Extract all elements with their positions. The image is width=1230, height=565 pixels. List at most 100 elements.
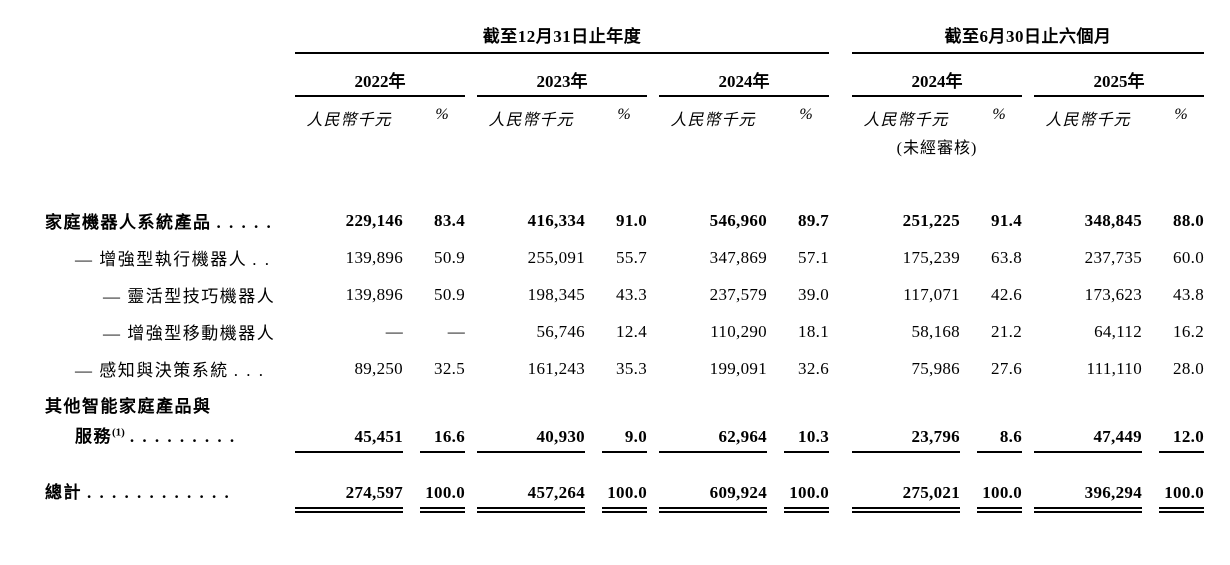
year-header-2024: 2024年 (659, 67, 829, 97)
row-label: — 增強型移動機器人 (103, 324, 276, 343)
percent-cell: 100.0 (420, 483, 465, 513)
percent-cell: 9.0 (602, 427, 647, 453)
percent-cell: 12.0 (1159, 427, 1204, 453)
amount-cell: 396,294 (1034, 483, 1142, 513)
percent-cell: 57.1 (798, 247, 829, 267)
amount-cell: 255,091 (527, 247, 585, 267)
amount-cell: 237,579 (709, 284, 767, 304)
amount-cell: 139,896 (345, 284, 403, 304)
percent-cell: 28.0 (1173, 358, 1204, 378)
table-row: — 增強型移動機器人 — — 56,746 12.4 110,290 18.1 58,168 2… (45, 313, 1204, 350)
amount-cell: 198,345 (527, 284, 585, 304)
amount-cell: 139,896 (345, 247, 403, 267)
dot-leader: . . (252, 250, 271, 269)
amount-cell: 62,964 (659, 427, 767, 453)
percent-cell: 91.4 (991, 210, 1022, 230)
row-label: 家庭機器人系統產品. . . . . (45, 213, 273, 232)
row-label: — 靈活型技巧機器人 (103, 287, 276, 306)
percent-cell: 100.0 (602, 483, 647, 513)
amount-cell: 546,960 (709, 210, 767, 230)
period-header-row: 截至12月31日止年度 截至6月30日止六個月 (45, 22, 1204, 54)
dot-leader: . . . . . (216, 213, 273, 232)
year-header-row: 2022年 2023年 2024年 2024年 2025年 (45, 67, 1204, 97)
unit-header-pct: % (435, 106, 450, 123)
amount-cell: 173,623 (1084, 284, 1142, 304)
revenue-table: 截至12月31日止年度 截至6月30日止六個月 2022年 2023年 2024… (45, 22, 1204, 513)
amount-cell: 348,845 (1084, 210, 1142, 230)
amount-cell: 274,597 (295, 483, 403, 513)
amount-cell: 64,112 (1094, 321, 1142, 341)
amount-cell: 47,449 (1034, 427, 1142, 453)
table-row: 家庭機器人系統產品. . . . . 229,146 83.4 416,334 91.0… (45, 202, 1204, 239)
row-label: 服務(1). . . . . . . . . (75, 426, 237, 446)
percent-cell: 35.3 (616, 358, 647, 378)
percent-cell: — (447, 321, 465, 341)
table-body: 家庭機器人系統產品. . . . . 229,146 83.4 416,334 91.0… (45, 202, 1204, 513)
dot-leader: . . . . . . . . . (129, 427, 237, 446)
amount-cell: 229,146 (345, 210, 403, 230)
percent-cell: 91.0 (616, 210, 647, 230)
unit-header-pct: % (617, 106, 632, 123)
percent-cell: 8.6 (977, 427, 1022, 453)
percent-cell: 100.0 (784, 483, 829, 513)
unit-header-row: 人民幣千元 % 人民幣千元 % 人民幣千元 % 人民幣千元 % 人民幣千元 % (45, 103, 1204, 130)
unit-header-amount: 人民幣千元 (670, 112, 756, 129)
amount-cell: 175,239 (902, 247, 960, 267)
dot-leader: . . . . . . . . . . . . (87, 483, 231, 502)
year-header-2025: 2025年 (1034, 67, 1204, 97)
amount-cell: 347,869 (709, 247, 767, 267)
row-label: — 感知與決策系統. . . (75, 361, 265, 380)
row-label: — 增強型執行機器人. . (75, 250, 271, 269)
table-row: — 感知與決策系統. . . 89,250 32.5 161,243 35.3 199,0… (45, 350, 1204, 387)
percent-cell: 43.3 (616, 284, 647, 304)
amount-cell: 237,735 (1084, 247, 1142, 267)
amount-cell: 45,451 (295, 427, 403, 453)
amount-cell: 40,930 (477, 427, 585, 453)
percent-cell: 32.5 (434, 358, 465, 378)
percent-cell: 12.4 (616, 321, 647, 341)
percent-cell: 50.9 (434, 284, 465, 304)
year-header-2022: 2022年 (295, 67, 465, 97)
percent-cell: 100.0 (977, 483, 1022, 513)
unaudited-note: (未經審核) (896, 140, 978, 157)
unit-header-amount: 人民幣千元 (1045, 112, 1131, 129)
unit-header-pct: % (1174, 106, 1189, 123)
percent-cell: 16.6 (420, 427, 465, 453)
table-row: — 靈活型技巧機器人 139,896 50.9 198,345 43.3 237,579 3… (45, 276, 1204, 313)
percent-cell: 27.6 (991, 358, 1022, 378)
row-label: 其他智能家庭產品與 (45, 396, 212, 416)
document-page: 截至12月31日止年度 截至6月30日止六個月 2022年 2023年 2024… (0, 22, 1230, 565)
amount-cell: 199,091 (709, 358, 767, 378)
period-header-interim: 截至6月30日止六個月 (852, 22, 1204, 54)
amount-cell: 111,110 (1086, 358, 1142, 378)
percent-cell: 43.8 (1173, 284, 1204, 304)
percent-cell: 88.0 (1173, 210, 1204, 230)
table-row: 服務(1). . . . . . . . . 45,451 16.6 40,930 9.… (45, 421, 1204, 453)
year-header-2024-interim: 2024年 (852, 67, 1022, 97)
amount-cell: 609,924 (659, 483, 767, 513)
percent-cell: 42.6 (991, 284, 1022, 304)
unit-header-amount: 人民幣千元 (306, 112, 392, 129)
note-row: (未經審核) (45, 132, 1204, 160)
unit-header-pct: % (799, 106, 814, 123)
footnote-marker: (1) (112, 426, 125, 439)
amount-cell: 89,250 (354, 358, 403, 378)
amount-cell: 457,264 (477, 483, 585, 513)
total-row: 總計. . . . . . . . . . . . 274,597 100.0 457… (45, 471, 1204, 513)
percent-cell: 63.8 (991, 247, 1022, 267)
percent-cell: 16.2 (1173, 321, 1204, 341)
table-row: 其他智能家庭產品與 (45, 387, 1204, 421)
percent-cell: 39.0 (798, 284, 829, 304)
amount-cell: 110,290 (710, 321, 767, 341)
amount-cell: 58,168 (911, 321, 960, 341)
amount-cell: 416,334 (527, 210, 585, 230)
percent-cell: 55.7 (616, 247, 647, 267)
percent-cell: 10.3 (784, 427, 829, 453)
unit-header-amount: 人民幣千元 (863, 112, 949, 129)
percent-cell: 18.1 (798, 321, 829, 341)
amount-cell: 117,071 (903, 284, 960, 304)
unit-header-amount: 人民幣千元 (488, 112, 574, 129)
period-header-annual: 截至12月31日止年度 (295, 22, 829, 54)
percent-cell: 89.7 (798, 210, 829, 230)
percent-cell: 21.2 (991, 321, 1022, 341)
